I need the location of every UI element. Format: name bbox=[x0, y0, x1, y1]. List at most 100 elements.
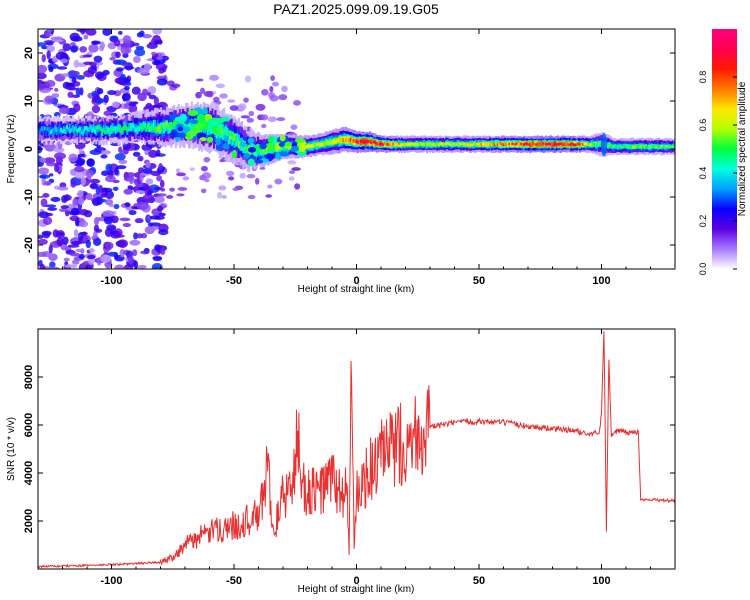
noise-speckle bbox=[243, 97, 249, 103]
ridge-cell bbox=[183, 120, 186, 127]
ridge-cell bbox=[40, 126, 44, 131]
noise-speckle bbox=[281, 85, 288, 93]
ridge-cell bbox=[508, 142, 511, 146]
ridge-cell bbox=[152, 119, 155, 130]
noise-speckle bbox=[176, 172, 186, 177]
noise-speckle bbox=[228, 176, 235, 181]
ridge-cell bbox=[630, 145, 633, 149]
ridge-cell bbox=[533, 142, 536, 146]
ridge-cell bbox=[414, 143, 417, 146]
ridge-cell bbox=[136, 118, 139, 132]
ridge-cell bbox=[220, 126, 223, 134]
ridge-cell bbox=[389, 143, 392, 146]
noise-speckle bbox=[101, 170, 110, 176]
ridge-cell bbox=[58, 123, 61, 131]
ridge-cell bbox=[65, 125, 68, 130]
noise-speckle bbox=[229, 105, 239, 111]
noise-speckle bbox=[38, 251, 47, 257]
chart-title: PAZ1.2025.099.09.19.G05 bbox=[273, 1, 439, 17]
noise-speckle bbox=[199, 87, 206, 94]
ridge-cell bbox=[649, 144, 652, 148]
x-tick-label: 0 bbox=[353, 575, 359, 587]
ridge-cell bbox=[377, 142, 380, 145]
ridge-cell bbox=[214, 126, 217, 135]
noise-speckle bbox=[73, 103, 81, 113]
noise-speckle bbox=[91, 40, 99, 45]
ridge-cell bbox=[208, 122, 211, 131]
ridge-cell bbox=[161, 123, 164, 135]
noise-speckle bbox=[51, 93, 60, 98]
ridge-cell bbox=[85, 128, 88, 136]
ridge-cell bbox=[61, 123, 64, 132]
ridge-cell bbox=[71, 127, 74, 132]
ridge-cell bbox=[221, 132, 224, 140]
ridge-cell bbox=[417, 142, 420, 146]
noise-speckle bbox=[104, 199, 114, 206]
x-tick-label: 100 bbox=[592, 275, 610, 287]
ridge-cell bbox=[348, 138, 351, 143]
ridge-cell bbox=[304, 145, 307, 150]
y-tick-label: 0 bbox=[23, 146, 35, 152]
noise-speckle bbox=[62, 43, 72, 52]
noise-speckle bbox=[70, 207, 79, 216]
ridge-blob bbox=[196, 132, 207, 139]
ridge-cell bbox=[355, 139, 358, 144]
noise-speckle bbox=[213, 96, 220, 102]
ridge-cell bbox=[48, 127, 51, 132]
noise-speckle bbox=[62, 236, 69, 245]
ridge-cell bbox=[612, 144, 615, 148]
noise-speckle bbox=[128, 210, 137, 216]
ridge-cell bbox=[505, 143, 508, 146]
ridge-cell bbox=[60, 127, 63, 132]
noise-speckle bbox=[70, 45, 78, 53]
noise-speckle bbox=[137, 264, 147, 269]
noise-speckle bbox=[221, 195, 227, 199]
noise-speckle bbox=[120, 43, 130, 49]
ridge-cell bbox=[623, 144, 626, 148]
ridge-cell bbox=[433, 142, 436, 146]
ridge-cell bbox=[115, 126, 118, 131]
noise-speckle bbox=[270, 75, 276, 81]
ridge-cell bbox=[471, 143, 474, 147]
noise-speckle bbox=[57, 186, 69, 191]
ridge-cell bbox=[287, 145, 290, 150]
y-tick-label: 6000 bbox=[23, 413, 35, 437]
ridge-cell bbox=[290, 144, 293, 149]
noise-speckle bbox=[94, 71, 105, 80]
noise-speckle bbox=[119, 150, 130, 154]
ridge-cell bbox=[337, 138, 340, 143]
noise-speckle bbox=[155, 63, 168, 71]
ridge-cell bbox=[503, 142, 507, 146]
ridge-cell bbox=[479, 143, 482, 146]
ridge-cell bbox=[187, 121, 191, 134]
noise-speckle bbox=[138, 167, 145, 174]
ridge-cell bbox=[571, 142, 574, 146]
ridge-cell bbox=[145, 126, 148, 132]
noise-speckle bbox=[54, 152, 67, 160]
ridge-cell bbox=[42, 125, 45, 130]
noise-speckle bbox=[146, 225, 159, 231]
ridge-cell bbox=[520, 142, 523, 146]
ridge-cell bbox=[140, 123, 143, 129]
ridge-cell bbox=[73, 126, 76, 131]
ridge-cell bbox=[155, 126, 158, 133]
ridge-cell bbox=[368, 139, 371, 143]
noise-speckle bbox=[144, 149, 150, 156]
ridge-cell bbox=[151, 124, 154, 130]
noise-speckle bbox=[135, 190, 146, 194]
ridge-cell bbox=[552, 143, 555, 147]
ridge-cell bbox=[83, 126, 86, 131]
noise-speckle bbox=[254, 177, 260, 185]
ridge-blob bbox=[174, 137, 181, 142]
ridge-cell bbox=[320, 142, 323, 147]
noise-speckle bbox=[255, 103, 266, 111]
noise-speckle bbox=[73, 59, 80, 68]
noise-speckle bbox=[91, 96, 97, 103]
ridge-cell bbox=[46, 128, 49, 136]
ridge-cell bbox=[70, 128, 73, 133]
noise-speckle bbox=[216, 191, 223, 199]
ridge-cell bbox=[639, 145, 642, 149]
ridge-cell bbox=[405, 142, 408, 146]
ridge-cell bbox=[318, 143, 321, 147]
ridge-cell bbox=[451, 143, 454, 146]
